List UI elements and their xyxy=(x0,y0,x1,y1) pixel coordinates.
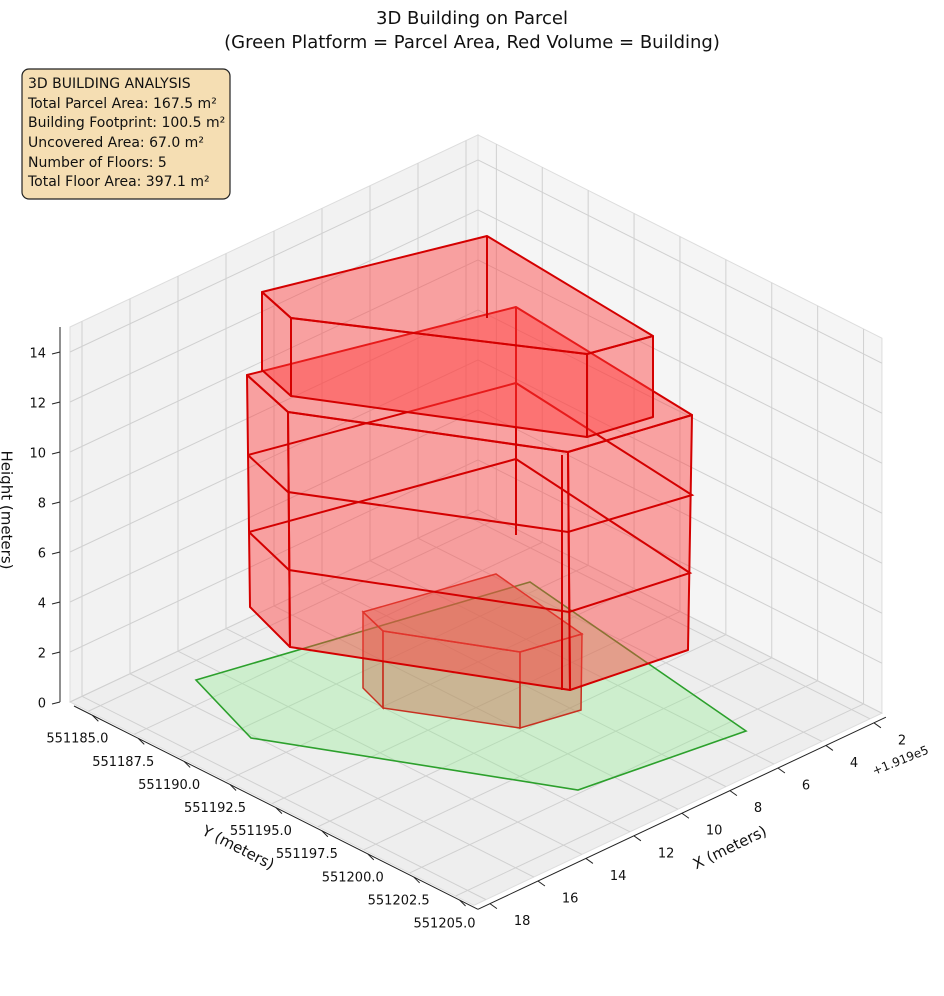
floor-face xyxy=(361,573,584,653)
info-line: 3D BUILDING ANALYSIS xyxy=(28,76,191,92)
info-box: 3D BUILDING ANALYSIS Total Parcel Area: … xyxy=(21,68,231,200)
tick-mark xyxy=(413,876,421,884)
tick-mark xyxy=(729,790,738,797)
z-tick-label: 14 xyxy=(29,347,46,362)
z-tick-label: 8 xyxy=(38,497,46,512)
info-line: Total Parcel Area: 167.5 m² xyxy=(27,96,217,112)
info-box-frame xyxy=(21,68,231,200)
building-face xyxy=(246,374,291,648)
tick-mark xyxy=(777,767,786,774)
x-tick-label: 2 xyxy=(898,733,906,748)
y-tick-label: 551197.5 xyxy=(276,847,338,862)
info-line: Total Floor Area: 397.1 m² xyxy=(27,174,210,190)
tick-mark xyxy=(51,601,61,605)
x-tick-label: 16 xyxy=(562,892,579,907)
y-tick-label: 551200.0 xyxy=(322,870,384,885)
x-tick-label: 4 xyxy=(850,756,858,771)
building-face xyxy=(246,306,693,453)
x-tick-label: 6 xyxy=(802,779,810,794)
z-tick-label: 2 xyxy=(38,647,46,662)
tick-mark xyxy=(585,858,594,864)
grid-line xyxy=(363,657,772,851)
tick-mark xyxy=(183,761,191,768)
z-tick-label: 4 xyxy=(38,597,46,612)
tick-mark xyxy=(873,722,882,729)
chart-title: 3D Building on Parcel xyxy=(376,8,568,29)
grid-line xyxy=(271,611,681,805)
tick-mark xyxy=(825,745,834,751)
info-line: Building Footprint: 100.5 m² xyxy=(28,115,225,131)
axes-panes xyxy=(68,134,884,906)
z-axis-label: Height (meters) xyxy=(0,451,16,570)
z-tick-label: 6 xyxy=(38,547,46,562)
building-face xyxy=(287,411,571,691)
y-tick-label: 551195.0 xyxy=(230,824,292,839)
building-face xyxy=(261,235,654,355)
axes: 0 2 4 6 8 10 12 14 551185.0 551187.5 551190.0 55119… xyxy=(29,327,906,932)
x-tick-label: 14 xyxy=(610,869,627,884)
tick-mark xyxy=(51,351,61,355)
chart-subtitle: (Green Platform = Parcel Area, Red Volum… xyxy=(224,32,720,53)
info-line: Uncovered Area: 67.0 m² xyxy=(28,135,204,151)
tick-mark xyxy=(367,853,375,861)
tick-mark xyxy=(537,880,546,887)
tick-mark xyxy=(321,830,329,838)
tick-mark xyxy=(92,714,99,722)
y-tick-label: 551190.0 xyxy=(138,778,200,793)
tick-mark xyxy=(633,835,642,842)
tick-mark xyxy=(51,451,61,455)
z-tick-label: 0 xyxy=(38,697,46,712)
y-tick-label: 551205.0 xyxy=(414,917,476,932)
tick-mark xyxy=(229,784,237,791)
x-tick-label: 12 xyxy=(658,846,675,861)
tick-mark xyxy=(275,807,283,814)
tick-mark xyxy=(137,737,145,745)
building-model xyxy=(194,235,748,791)
grid-line xyxy=(317,634,727,828)
y-tick-label: 551185.0 xyxy=(46,732,108,747)
y-tick-label: 551192.5 xyxy=(184,801,246,816)
tick-mark xyxy=(51,501,61,505)
tick-mark xyxy=(681,812,690,819)
z-tick-label: 12 xyxy=(29,397,46,412)
tick-mark xyxy=(489,903,498,910)
x-tick-label: 8 xyxy=(754,801,762,816)
grid-line xyxy=(88,518,497,712)
z-tick-label: 10 xyxy=(29,447,46,462)
tick-mark xyxy=(51,701,61,705)
y-tick-label: 551202.5 xyxy=(368,893,430,908)
tick-mark xyxy=(51,401,61,405)
y-tick-label: 551187.5 xyxy=(92,755,154,770)
grid-line xyxy=(225,587,635,781)
floor-line xyxy=(248,457,693,614)
info-line: Number of Floors: 5 xyxy=(28,155,167,171)
grid-line xyxy=(455,703,864,897)
x-axis-label: X (meters) xyxy=(690,822,770,873)
floor-line xyxy=(247,381,695,534)
x-tick-label: 18 xyxy=(514,914,531,929)
tick-mark xyxy=(51,651,61,655)
tick-mark xyxy=(459,899,466,907)
tick-mark xyxy=(51,551,61,555)
x-tick-label: 10 xyxy=(706,824,723,839)
